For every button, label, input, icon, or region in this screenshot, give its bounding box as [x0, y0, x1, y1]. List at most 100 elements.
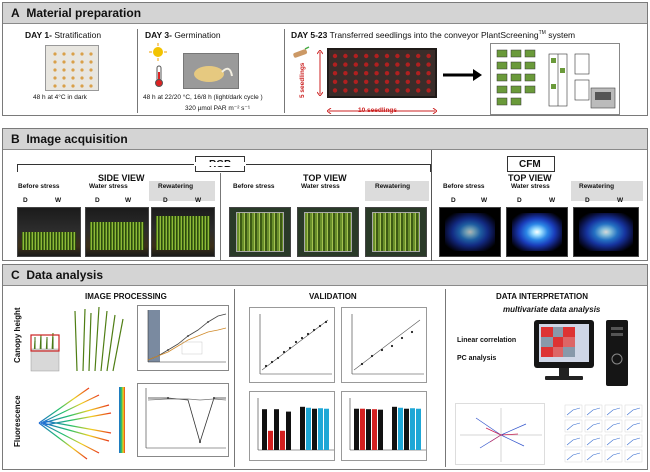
corr-cell	[584, 434, 603, 448]
side-w-2: W	[125, 197, 132, 204]
tray-cell	[374, 79, 379, 84]
tray-cell	[343, 71, 348, 76]
corr-cell	[624, 419, 643, 433]
tray-cell	[384, 62, 390, 67]
scatter-point	[312, 328, 316, 332]
section-a-title: A Material preparation	[11, 6, 142, 20]
bar	[306, 407, 311, 450]
corr-cell	[604, 419, 623, 433]
tray-cell	[353, 53, 358, 59]
plantscreening-system-diagram	[490, 43, 620, 115]
tray-cells	[332, 53, 431, 93]
tray-cell	[405, 79, 410, 84]
corr-cell	[564, 434, 583, 448]
day5-heading: DAY 5-23 Transferred seedlings into the …	[291, 30, 576, 40]
bar	[274, 409, 279, 450]
tray-cell	[426, 88, 431, 93]
fluorescence-chart	[137, 383, 229, 457]
scatter-point	[306, 332, 310, 336]
tray-cell	[395, 53, 400, 59]
side-rewatering-highlight	[149, 181, 215, 201]
side-water-stress: Water stress	[89, 183, 128, 190]
tray-cell	[353, 79, 358, 84]
rgb-label-mask	[194, 162, 246, 166]
cfm-w-2: W	[549, 197, 556, 204]
scatter-point	[390, 344, 394, 348]
tray-cell	[405, 71, 410, 76]
tray-cell	[416, 88, 421, 93]
corr-cell	[584, 449, 603, 463]
tray-cell	[374, 62, 379, 67]
cfm-rewatering-image	[573, 207, 639, 257]
corr-cell	[604, 449, 623, 463]
tray-cell	[384, 88, 390, 93]
tray-cell	[374, 53, 379, 59]
tray-cell	[405, 88, 410, 93]
bar	[398, 407, 403, 450]
side-w-3: W	[195, 197, 202, 204]
tray-cell	[426, 62, 431, 67]
bar	[360, 408, 365, 450]
fluorescence-image	[29, 383, 133, 461]
bar	[404, 408, 409, 450]
tray-cell	[353, 62, 358, 67]
scatter-point	[400, 336, 404, 340]
corr-cell	[604, 434, 623, 448]
tray-cell	[364, 62, 369, 67]
validation-scatter-b	[341, 307, 427, 383]
validation-bars-a	[249, 391, 335, 461]
bar	[378, 409, 383, 450]
corr-cell	[604, 404, 623, 418]
tray-cell	[364, 79, 369, 84]
corr-cell	[624, 404, 643, 418]
bar	[366, 409, 371, 450]
tray-cell	[416, 53, 421, 59]
tray-cell	[426, 79, 431, 84]
seedling-tool-image	[291, 45, 311, 68]
scatter-point	[318, 324, 322, 328]
cfm-water-stress: Water stress	[511, 183, 550, 190]
tray-cell	[395, 88, 400, 93]
top-rewatering: Rewatering	[375, 183, 411, 190]
bar	[354, 408, 359, 450]
cfm-rewatering-highlight	[571, 181, 643, 201]
cfm-rewatering: Rewatering	[579, 183, 615, 190]
scatter-point	[324, 320, 328, 324]
tray-cell	[364, 53, 369, 59]
section-image-acquisition: B Image acquisition RGB CFM SIDE VIEW Be…	[2, 128, 648, 261]
cfm-d-3: D	[585, 197, 590, 204]
validation-scatter-a	[249, 307, 335, 383]
tray-cell	[364, 88, 369, 93]
scatter-point	[370, 354, 374, 358]
stratification-plate-image	[45, 45, 99, 91]
side-rewatering: Rewatering	[158, 183, 194, 190]
divider-c1	[234, 289, 235, 467]
bar	[392, 406, 397, 450]
cfm-d-2: D	[517, 197, 522, 204]
bar	[324, 408, 329, 450]
tray-cell	[343, 79, 348, 84]
side-view-title: SIDE VIEW	[98, 173, 145, 183]
tray-cell	[395, 71, 400, 76]
validation-title: VALIDATION	[309, 292, 357, 301]
cfm-before-stress-image	[439, 207, 501, 257]
side-rewatering-image	[151, 207, 215, 257]
top-view-rgb-title: TOP VIEW	[303, 173, 347, 183]
section-b-title: B Image acquisition	[11, 132, 128, 146]
scatter-point	[264, 364, 268, 368]
tray-cell	[364, 71, 369, 76]
linear-correlation-label: Linear correlation	[457, 337, 517, 344]
day3-caption-2: 320 µmol PAR m⁻² s⁻¹	[185, 105, 251, 112]
tray-cell	[374, 88, 379, 93]
bar	[410, 408, 415, 450]
data-interpretation-title: DATA INTERPRETATION	[496, 292, 588, 301]
tray-cell	[343, 88, 348, 93]
side-water-stress-image	[85, 207, 149, 257]
tray-cell	[405, 53, 410, 59]
bar	[372, 409, 377, 450]
tray-cell	[332, 62, 338, 67]
vertical-arrow	[316, 49, 324, 101]
tray-cell	[395, 62, 400, 67]
tray-cell	[416, 62, 421, 67]
scatter-point	[282, 350, 286, 354]
